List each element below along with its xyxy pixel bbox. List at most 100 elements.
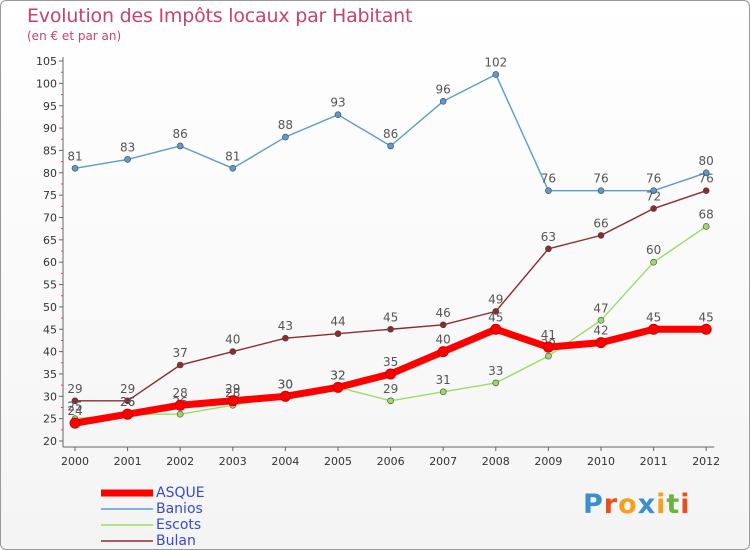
- data-label-escots: 32: [330, 368, 345, 382]
- data-label-asque: 29: [225, 382, 240, 396]
- x-tick-label: 2003: [219, 455, 247, 468]
- y-tick-label: 80: [43, 167, 57, 180]
- logo-letter: i: [656, 489, 667, 520]
- y-tick-label: 50: [43, 301, 57, 314]
- data-label-asque: 45: [488, 310, 503, 324]
- data-label-asque: 24: [67, 404, 82, 418]
- data-point-asque: [490, 323, 502, 335]
- y-tick-label: 20: [43, 435, 57, 448]
- data-label-bulan: 45: [383, 310, 398, 324]
- y-tick-label: 30: [43, 390, 57, 403]
- data-label-escots: 29: [383, 382, 398, 396]
- data-point-escots: [492, 379, 500, 387]
- x-tick-label: 2006: [377, 455, 405, 468]
- data-point-escots: [650, 258, 657, 266]
- data-label-escots: 26: [120, 395, 135, 409]
- chart-subtitle: (en € et par an): [27, 29, 122, 43]
- data-point-escots: [176, 410, 184, 418]
- data-point-banios: [334, 111, 342, 118]
- y-tick-label: 45: [43, 323, 57, 336]
- data-point-banios: [597, 187, 605, 194]
- data-point-bulan: [282, 334, 289, 342]
- data-label-banios: 80: [699, 154, 714, 168]
- x-tick-label: 2004: [271, 455, 299, 468]
- data-label-escots: 30: [278, 377, 293, 391]
- chart-title: Evolution des Impôts locaux par Habitant: [27, 5, 413, 27]
- legend-label-escots: Escots: [156, 517, 202, 533]
- data-point-asque: [122, 408, 134, 420]
- logo-letter: i: [680, 489, 691, 520]
- data-point-bulan: [176, 361, 184, 369]
- y-tick-label: 40: [43, 346, 57, 359]
- data-point-bulan: [492, 308, 500, 315]
- x-tick-label: 2012: [692, 455, 720, 468]
- data-label-bulan: 76: [699, 172, 714, 186]
- data-label-bulan: 29: [67, 382, 82, 396]
- data-point-bulan: [702, 187, 710, 194]
- data-label-banios: 81: [225, 149, 240, 163]
- data-point-escots: [387, 397, 394, 405]
- data-point-banios: [176, 142, 184, 150]
- data-label-escots: 31: [436, 373, 451, 387]
- data-label-bulan: 37: [173, 346, 188, 360]
- data-label-asque: 30: [278, 377, 293, 391]
- data-point-bulan: [229, 348, 237, 355]
- data-point-banios: [439, 97, 447, 105]
- data-label-asque: 42: [593, 324, 608, 338]
- proxiti-logo: Proxiti: [583, 489, 691, 520]
- data-label-banios: 86: [173, 127, 188, 141]
- legend-label-asque: ASQUE: [156, 485, 205, 501]
- data-point-asque: [332, 381, 344, 393]
- data-point-asque: [648, 323, 660, 335]
- data-point-banios: [650, 187, 657, 194]
- data-label-bulan: 44: [330, 315, 345, 329]
- x-tick-label: 2002: [166, 455, 194, 468]
- data-point-bulan: [124, 397, 131, 405]
- data-point-bulan: [387, 325, 394, 333]
- data-label-escots: 60: [646, 243, 661, 257]
- data-label-asque: 40: [436, 333, 451, 347]
- data-point-bulan: [439, 321, 447, 329]
- x-tick-label: 2008: [482, 455, 510, 468]
- data-point-bulan: [71, 397, 79, 405]
- data-label-bulan: 49: [488, 292, 503, 306]
- data-label-asque: 32: [330, 368, 345, 382]
- data-point-banios: [545, 187, 552, 194]
- data-label-bulan: 43: [278, 319, 293, 333]
- data-point-asque: [542, 341, 554, 353]
- logo-letter: P: [583, 489, 604, 520]
- data-label-banios: 76: [541, 172, 556, 186]
- data-point-banios: [702, 169, 710, 177]
- data-point-asque: [437, 346, 449, 358]
- data-label-banios: 93: [330, 96, 345, 110]
- data-label-asque: 45: [646, 310, 661, 324]
- x-tick-label: 2009: [534, 455, 562, 468]
- y-tick-label: 55: [43, 279, 57, 292]
- y-tick-label: 65: [43, 234, 57, 247]
- data-label-banios: 86: [383, 127, 398, 141]
- data-label-bulan: 72: [646, 190, 661, 204]
- data-point-escots: [439, 388, 447, 396]
- y-tick-label: 35: [43, 368, 57, 381]
- data-point-asque: [595, 337, 607, 349]
- data-point-banios: [492, 71, 500, 78]
- data-point-bulan: [650, 205, 657, 212]
- legend-label-bulan: Bulan: [156, 533, 196, 549]
- data-point-asque: [279, 390, 291, 402]
- data-label-banios: 102: [484, 55, 507, 69]
- data-point-asque: [700, 323, 712, 335]
- data-point-banios: [387, 142, 394, 150]
- y-tick-label: 85: [43, 144, 57, 157]
- data-point-asque: [385, 368, 397, 380]
- data-point-banios: [124, 156, 131, 163]
- data-label-asque: 35: [383, 355, 398, 369]
- data-label-banios: 88: [278, 118, 293, 132]
- data-point-bulan: [545, 245, 552, 253]
- data-label-banios: 96: [436, 82, 451, 96]
- data-label-banios: 76: [593, 172, 608, 186]
- x-tick-label: 2011: [640, 455, 668, 468]
- data-point-banios: [71, 165, 79, 172]
- data-point-bulan: [597, 232, 605, 239]
- data-point-asque: [174, 399, 186, 411]
